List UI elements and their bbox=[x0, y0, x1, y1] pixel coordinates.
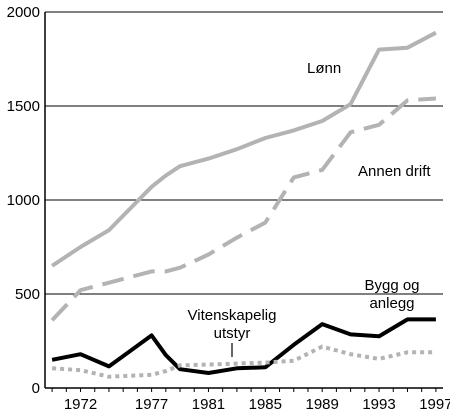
x-tick-label-1972: 1972 bbox=[64, 396, 97, 413]
y-tick-label-1000: 1000 bbox=[7, 192, 40, 209]
series-line-vitenskapelig-utstyr bbox=[51, 344, 436, 379]
series-line-l-nn bbox=[50, 30, 437, 268]
y-axis-ticks: 0 500 1000 1500 2000 bbox=[7, 4, 40, 397]
axes bbox=[44, 12, 443, 389]
series-label-vitenskapelig-utstyr-1: utstyr bbox=[214, 325, 251, 342]
series-label-bygg-og-anlegg-0: Bygg og bbox=[364, 277, 419, 294]
series-label-l-nn-0: Lønn bbox=[307, 60, 341, 77]
x-tick-label-1989: 1989 bbox=[305, 396, 338, 413]
y-tick-label-2000: 2000 bbox=[7, 4, 40, 21]
x-tick-label-1985: 1985 bbox=[249, 396, 282, 413]
series-label-bygg-og-anlegg-1: anlegg bbox=[369, 295, 414, 312]
series-label-annen-drift-0: Annen drift bbox=[358, 163, 431, 180]
y-tick-label-500: 500 bbox=[15, 286, 40, 303]
series-label-vitenskapelig-utstyr-0: Vitenskapelig bbox=[188, 307, 277, 324]
series-line-bygg-og-anlegg bbox=[51, 317, 436, 375]
x-tick-label-1997: 1997 bbox=[419, 396, 450, 413]
x-tick-label-1993: 1993 bbox=[362, 396, 395, 413]
series-lines bbox=[50, 30, 437, 379]
y-tick-label-1500: 1500 bbox=[7, 98, 40, 115]
y-tick-label-0: 0 bbox=[32, 380, 40, 397]
x-tick-label-1981: 1981 bbox=[192, 396, 225, 413]
x-tick-label-1977: 1977 bbox=[135, 396, 168, 413]
gridlines bbox=[45, 11, 443, 295]
series-line-annen-drift bbox=[50, 96, 437, 322]
x-axis-ticks: 1972 1977 1981 1985 1989 1993 1997 bbox=[51, 388, 450, 413]
